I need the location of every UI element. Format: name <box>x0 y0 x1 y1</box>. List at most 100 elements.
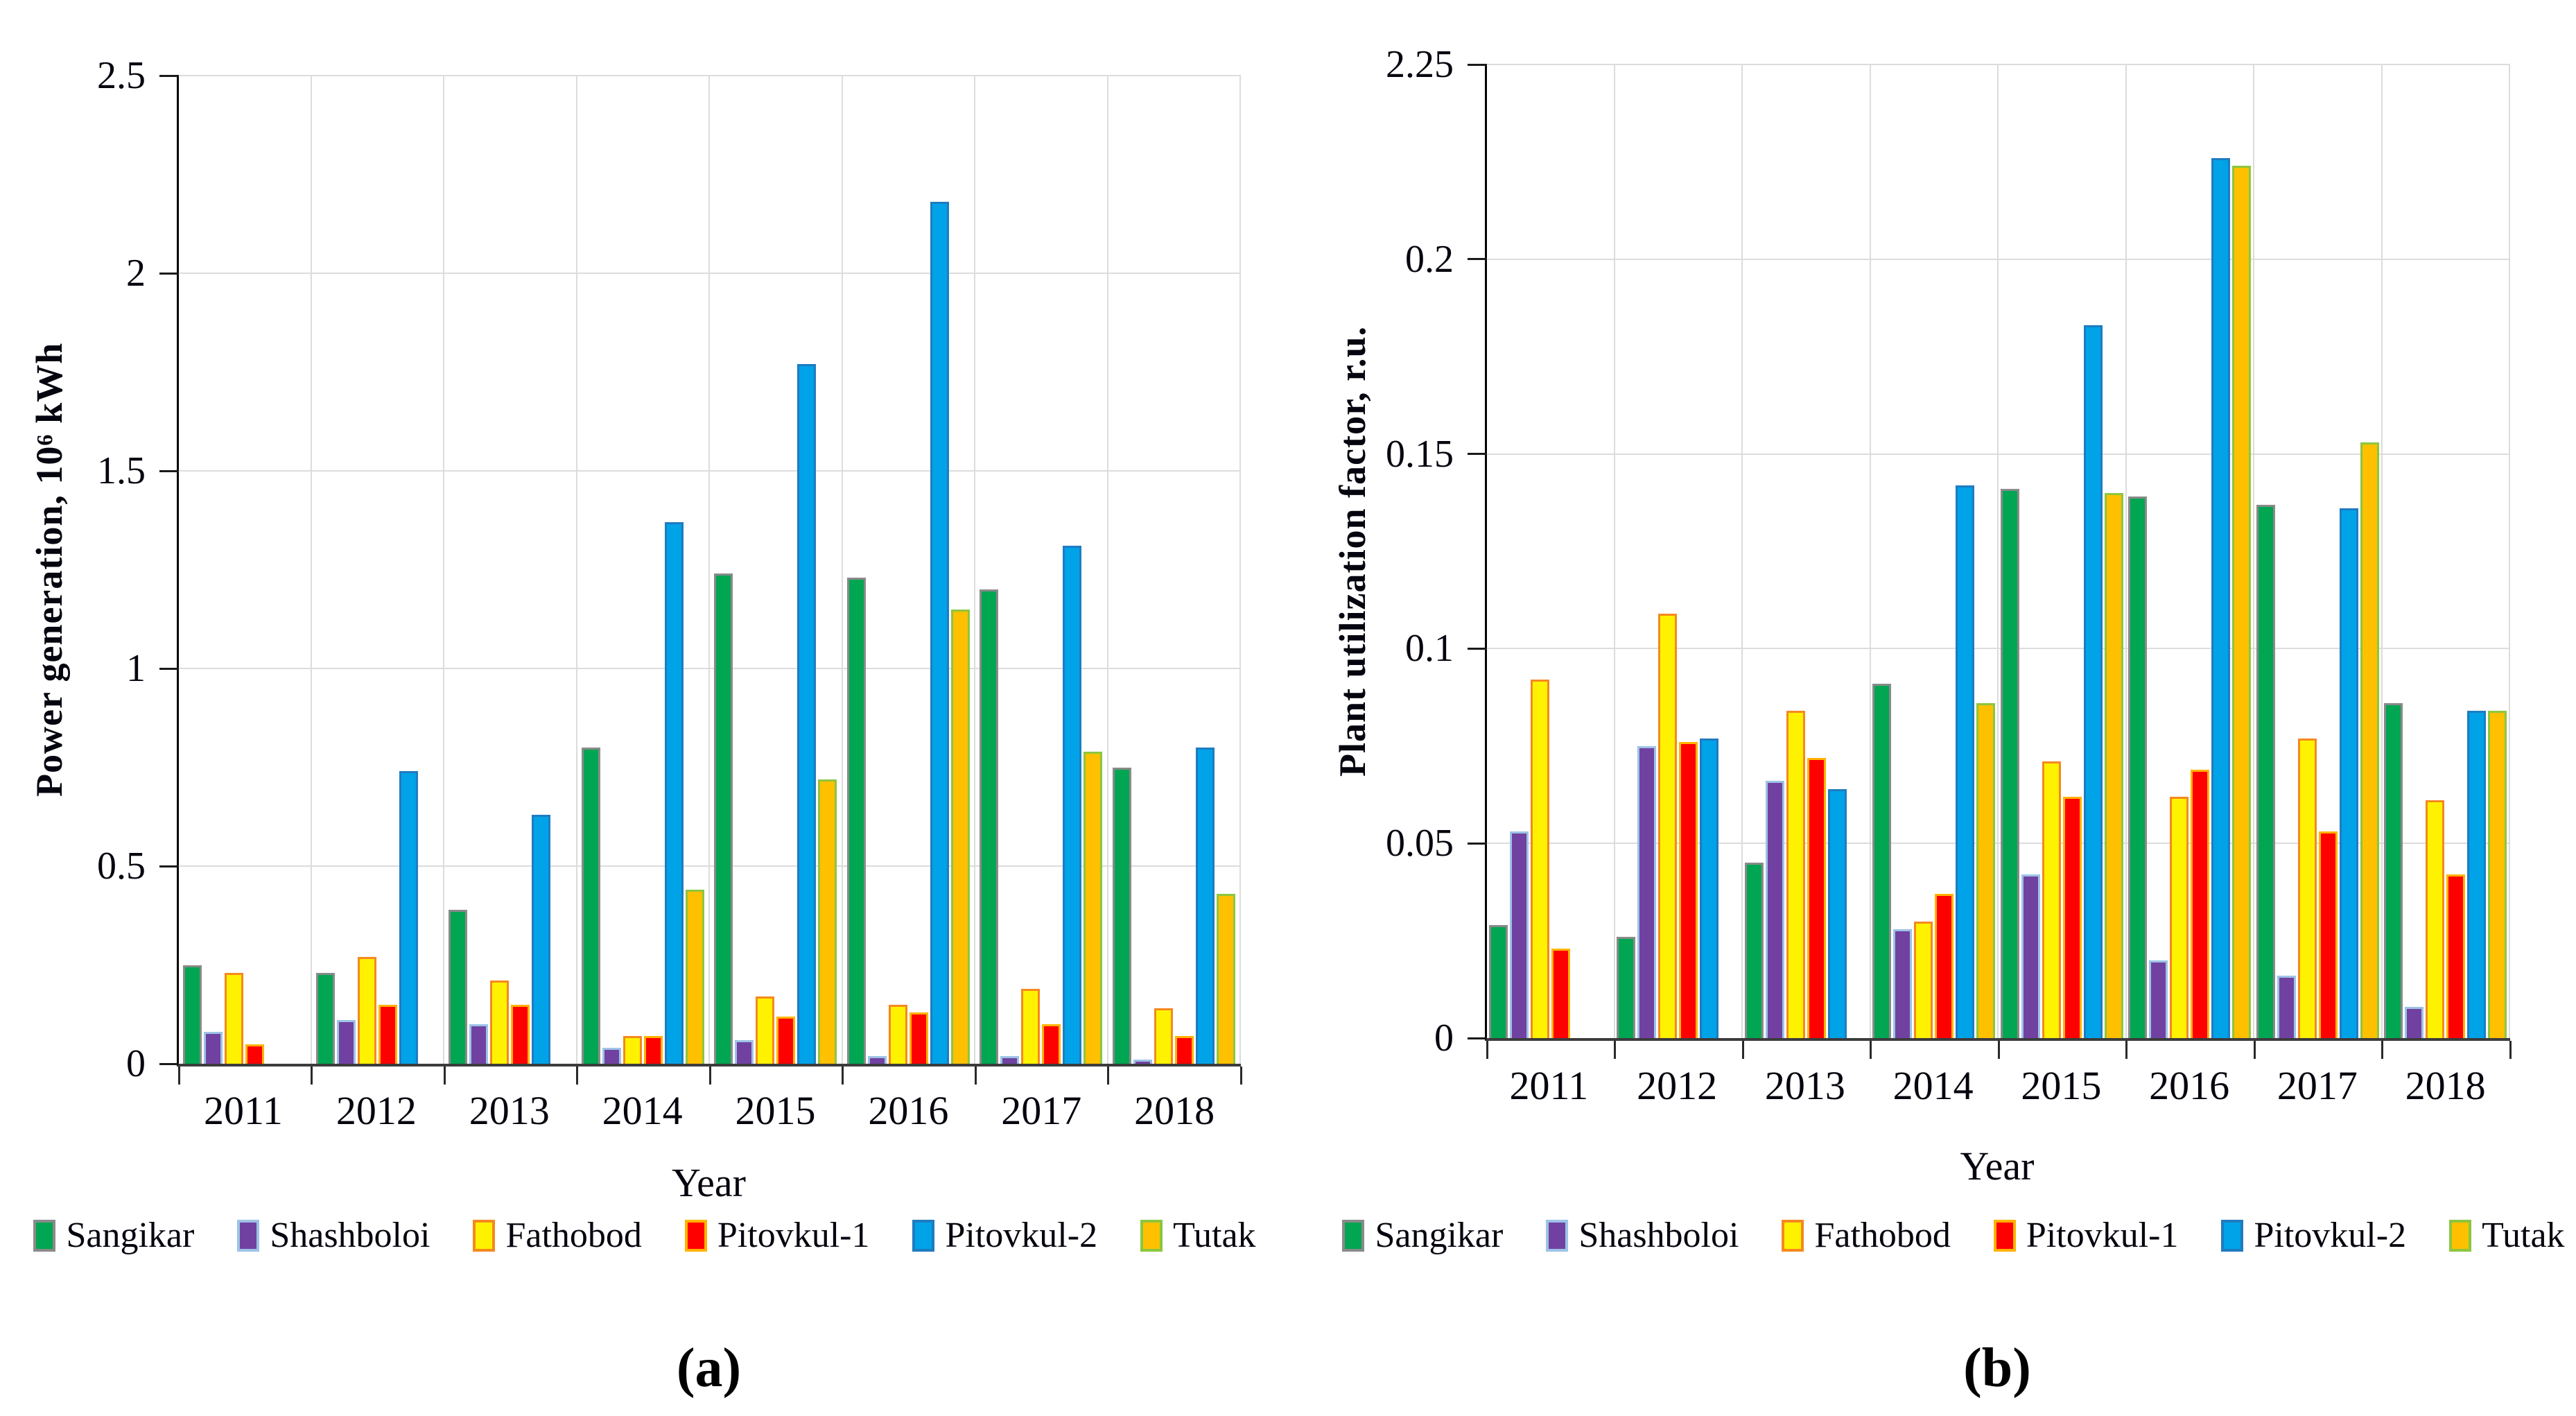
bar-pitovkul-2-2016 <box>2211 157 2231 1038</box>
y-tick-label: 0 <box>1434 1017 1454 1060</box>
x-tick-mark <box>1997 1041 2000 1059</box>
x-tick-label-2015: 2015 <box>735 1088 816 1133</box>
year-group-2017 <box>975 76 1108 1064</box>
gridline <box>179 273 1241 274</box>
year-group-2016 <box>2127 64 2254 1038</box>
bar-sangikar-2011 <box>1488 925 1508 1038</box>
bar-pitovkul-2-2013 <box>1827 788 1847 1038</box>
year-group-2014 <box>577 76 710 1064</box>
y-tick-label: 1 <box>126 647 146 690</box>
legend-label: Tutak <box>2482 1216 2565 1255</box>
year-group-2011 <box>1487 64 1615 1038</box>
legend-item-sangikar: Sangikar <box>33 1215 194 1256</box>
caption-a: (a) <box>676 1338 742 1399</box>
x-tick-label-2015: 2015 <box>2021 1063 2102 1108</box>
bar-sangikar-2013 <box>449 909 468 1064</box>
bar-shashboloi-2013 <box>469 1024 489 1064</box>
x-tick-mark <box>708 1067 711 1085</box>
x-tick-label-2014: 2014 <box>1892 1063 1974 1108</box>
bar-pitovkul-1-2015 <box>776 1016 796 1064</box>
gridline <box>179 668 1241 669</box>
gridline <box>1487 648 2510 650</box>
y-tick-label: 0.1 <box>1405 627 1454 671</box>
chart-b-panel: Plant utilization factor, r.u. 0 0.05 0.1 0… <box>1288 0 2576 1416</box>
legend-label: Sangikar <box>1375 1216 1504 1255</box>
legend-label: Shashboloi <box>270 1216 430 1255</box>
x-tick-label-2013: 2013 <box>469 1088 550 1133</box>
bar-pitovkul-1-2017 <box>1042 1024 1061 1064</box>
bar-pitovkul-1-2017 <box>2318 831 2338 1038</box>
x-tick-labels-a: 2011 2012 2013 2014 2015 2016 2017 2018 <box>177 1087 1241 1134</box>
y-tick-mark <box>1468 842 1487 845</box>
x-tick-mark <box>842 1067 844 1085</box>
x-tick-mark <box>576 1067 578 1085</box>
bar-pitovkul-1-2016 <box>2191 769 2210 1038</box>
x-tick-mark <box>2253 1041 2256 1059</box>
bar-pitovkul-2-2014 <box>1956 485 1975 1038</box>
x-tick-mark <box>1107 1067 1109 1085</box>
pitovkul-2-swatch-icon <box>2221 1219 2244 1252</box>
y-tick-mark <box>1468 453 1487 456</box>
x-tick-mark <box>1486 1041 1488 1059</box>
fathobod-swatch-icon <box>1782 1219 1804 1252</box>
bar-shashboloi-2017 <box>1000 1055 1020 1064</box>
bar-pitovkul-1-2013 <box>511 1004 530 1064</box>
bar-sangikar-2016 <box>846 577 866 1064</box>
bar-shashboloi-2017 <box>2277 976 2296 1038</box>
y-tick-label: 0.15 <box>1386 432 1454 476</box>
x-tick-label-2016: 2016 <box>2149 1063 2230 1108</box>
year-group-2014 <box>1871 64 1999 1038</box>
year-group-2015 <box>710 76 843 1064</box>
bar-pitovkul-1-2013 <box>1807 757 1826 1038</box>
plot-area-b: 0 0.05 0.1 0.15 0.2 2.25 <box>1386 43 2512 1060</box>
bar-fathobod-2013 <box>1786 711 1805 1038</box>
bar-pitovkul-2-2012 <box>1700 738 1719 1038</box>
bar-fathobod-2014 <box>1914 921 1933 1038</box>
y-tick-mark <box>1468 258 1487 261</box>
gridline <box>179 75 1241 76</box>
bar-pitovkul-1-2018 <box>1174 1036 1194 1064</box>
year-group-2013 <box>1743 64 1871 1038</box>
x-tick-label-2011: 2011 <box>204 1088 283 1133</box>
bar-pitovkul-1-2014 <box>643 1036 663 1064</box>
bar-sangikar-2014 <box>1872 683 1892 1038</box>
y-tick-label: 2.5 <box>97 54 146 97</box>
bar-shashboloi-2015 <box>735 1039 754 1064</box>
year-group-2012 <box>1615 64 1743 1038</box>
bar-pitovkul-2-2018 <box>1195 748 1215 1064</box>
bar-pitovkul-1-2016 <box>909 1012 928 1064</box>
sangikar-swatch-icon <box>33 1219 56 1252</box>
y-tick-mark <box>159 865 179 867</box>
bar-shashboloi-2016 <box>2149 960 2168 1038</box>
legend-item-pitovkul-2: Pitovkul-2 <box>912 1215 1097 1256</box>
bar-shashboloi-2018 <box>2405 1007 2424 1038</box>
legend-item-pitovkul-1: Pitovkul-1 <box>684 1215 870 1256</box>
bar-pitovkul-1-2012 <box>1679 742 1698 1038</box>
legend-label: Pitovkul-1 <box>717 1216 870 1255</box>
legend-item-fathobod: Fathobod <box>1782 1215 1951 1256</box>
x-tick-label-2016: 2016 <box>868 1088 949 1133</box>
bar-sangikar-2012 <box>315 972 335 1064</box>
tutak-swatch-icon <box>2449 1219 2472 1252</box>
x-tick-mark <box>2381 1041 2383 1059</box>
caption-b: (b) <box>1963 1338 2031 1399</box>
legend-item-pitovkul-1: Pitovkul-1 <box>1993 1215 2178 1256</box>
x-tick-label-2013: 2013 <box>1764 1063 1845 1108</box>
x-tick-label-2011: 2011 <box>1509 1063 1589 1108</box>
x-tick-mark <box>1614 1041 1616 1059</box>
x-tick-label-2017: 2017 <box>1001 1088 1082 1133</box>
y-tick-label: 0.5 <box>97 845 146 888</box>
bar-pitovkul-1-2015 <box>2062 796 2082 1038</box>
bar-shashboloi-2016 <box>867 1055 887 1064</box>
x-tick-mark <box>1870 1041 1872 1059</box>
y-tick-label: 1.5 <box>97 449 146 492</box>
tutak-swatch-icon <box>1140 1219 1163 1252</box>
bar-sangikar-2018 <box>2384 703 2403 1038</box>
bar-pitovkul-1-2018 <box>2446 874 2466 1038</box>
gridline <box>179 470 1241 472</box>
x-axis-label-b: Year <box>1960 1143 2035 1189</box>
bar-sangikar-2017 <box>2256 504 2275 1038</box>
bar-fathobod-2015 <box>2042 761 2061 1038</box>
bar-sangikar-2014 <box>581 748 600 1064</box>
